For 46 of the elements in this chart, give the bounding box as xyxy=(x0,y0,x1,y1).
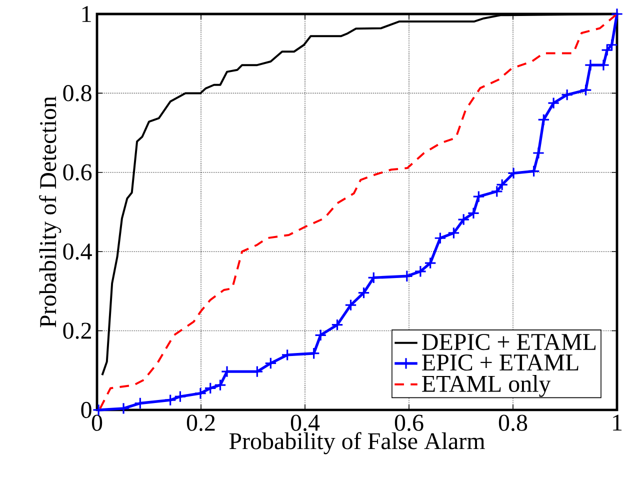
point xyxy=(214,378,226,392)
x-tick-label: 0.6 xyxy=(394,414,424,431)
point xyxy=(600,44,614,56)
point xyxy=(538,114,550,126)
point xyxy=(448,226,460,240)
point xyxy=(434,232,446,244)
point xyxy=(496,178,508,191)
point xyxy=(281,348,294,362)
point xyxy=(331,318,344,331)
point xyxy=(606,38,618,52)
x-tick-label: 0.4 xyxy=(290,414,320,431)
x-axis-title: Probability of False Alarm xyxy=(229,432,485,454)
y-tick-label: 1 xyxy=(82,6,91,22)
point xyxy=(424,256,436,270)
x-tick-label: 0.2 xyxy=(186,414,215,431)
point xyxy=(580,84,592,96)
y-tick-label: 0 xyxy=(81,402,92,418)
point xyxy=(490,185,504,198)
point xyxy=(610,8,624,20)
legend-label: ETAML only xyxy=(422,375,551,397)
point xyxy=(532,146,545,160)
point xyxy=(528,165,540,178)
point xyxy=(174,390,186,403)
point xyxy=(560,88,574,101)
x-tick-label: 0 xyxy=(92,414,102,431)
legend-label: DEPIC + ETAML xyxy=(422,334,596,350)
point xyxy=(467,207,480,220)
legend-label: EPIC + ETAML xyxy=(422,354,578,371)
y-tick-label: 0.4 xyxy=(63,243,92,260)
point xyxy=(204,382,216,394)
y-tick-label: 0.6 xyxy=(63,164,92,181)
point xyxy=(264,357,277,370)
x-tick-label: 0.8 xyxy=(498,414,528,431)
point xyxy=(314,329,327,342)
point xyxy=(547,96,560,110)
point xyxy=(164,394,176,406)
point xyxy=(344,298,357,312)
x-tick-label: 1 xyxy=(613,414,622,431)
point xyxy=(472,190,485,203)
point xyxy=(194,387,207,400)
y-tick-label: 0.2 xyxy=(63,322,91,339)
point xyxy=(414,265,427,278)
point xyxy=(457,213,470,226)
point xyxy=(358,286,370,299)
y-tick-label: 0.8 xyxy=(63,85,92,102)
y-axis-title: Probability of Detection xyxy=(39,96,62,328)
